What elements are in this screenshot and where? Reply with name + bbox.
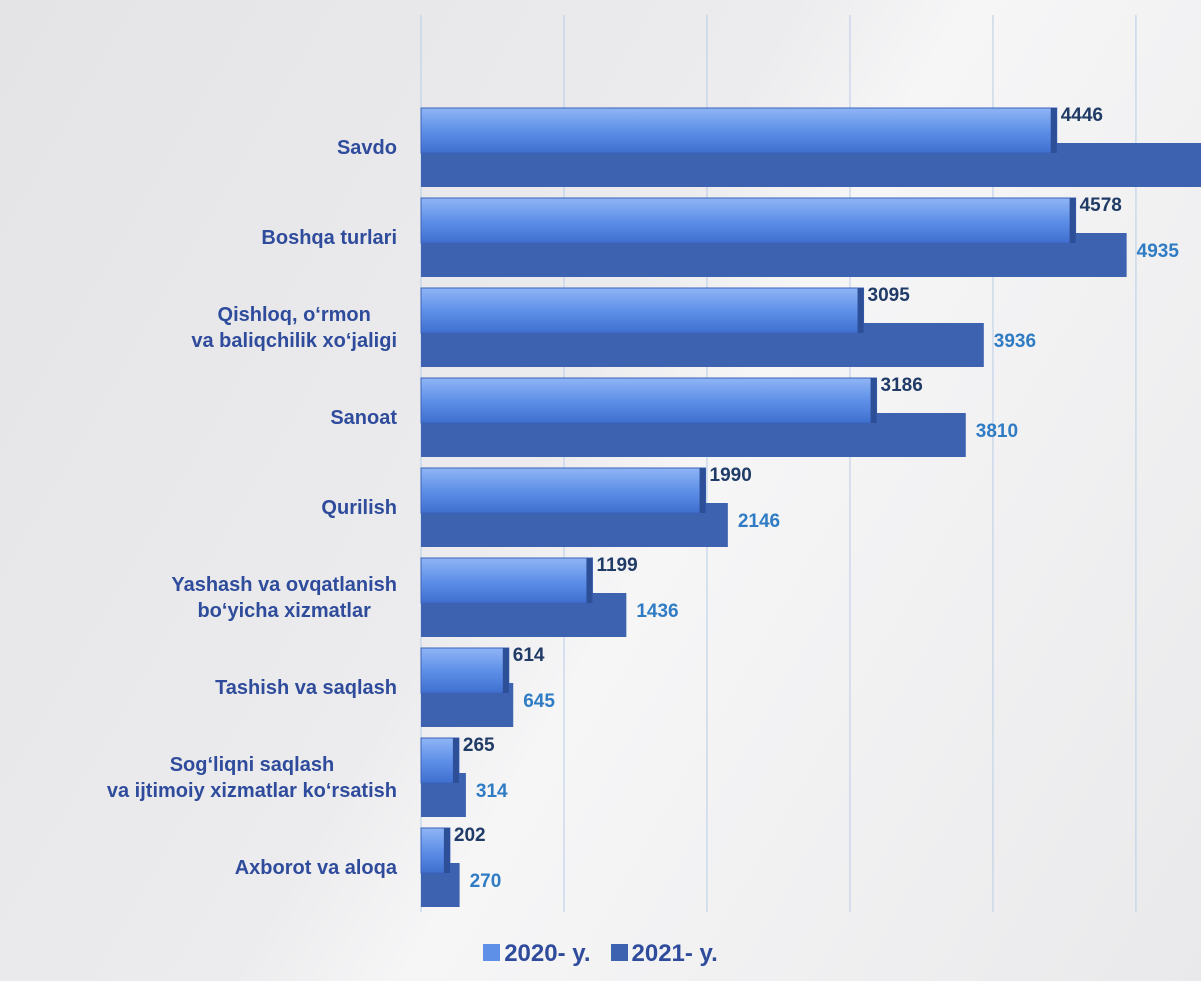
bar-edge [1050, 108, 1057, 153]
value-label: 314 [476, 781, 508, 802]
bar-edge [699, 468, 706, 513]
category-label: Sog‘liqni saqlash va ijtimoiy xizmatlar … [106, 754, 397, 802]
bar [420, 197, 1077, 244]
bar-edge [443, 828, 450, 873]
bar-edge [502, 648, 509, 693]
value-label: 3936 [994, 331, 1036, 352]
value-label: 4578 [1080, 195, 1122, 216]
value-label: 3186 [881, 375, 923, 396]
category-label: Axborot va aloqa [234, 857, 397, 879]
legend-swatch [483, 944, 501, 961]
bar-edge [1069, 198, 1076, 243]
category-label: Qurilish [321, 497, 397, 519]
value-label: 202 [454, 825, 486, 846]
category-label: Savdo [336, 137, 397, 159]
legend-label: 2021- y. [631, 940, 718, 967]
bar-edge [586, 558, 593, 603]
value-label: 645 [523, 691, 555, 712]
bar [420, 287, 865, 334]
bar-edge [452, 738, 459, 783]
legend-swatch [610, 944, 628, 961]
category-label: Qishloq, o‘rmon va baliqchilik xo‘jaligi [191, 304, 397, 352]
value-label: 265 [463, 735, 495, 756]
value-label: 2146 [738, 511, 780, 532]
value-label: 1990 [710, 465, 752, 486]
legend: 2020- y. 2021- y. [0, 940, 1201, 968]
value-label: 3810 [976, 421, 1018, 442]
legend-label: 2020- y. [504, 940, 591, 967]
value-label: 1436 [636, 601, 678, 622]
bar-edge [857, 288, 864, 333]
bar [420, 377, 878, 424]
value-label: 1199 [596, 555, 637, 576]
value-label: 614 [513, 645, 545, 666]
bar [420, 557, 593, 604]
category-label: Boshqa turlari [261, 227, 397, 249]
legend-item: 2020- y. [483, 940, 591, 967]
bar-edge [870, 378, 877, 423]
category-label: Tashish va saqlash [215, 677, 397, 699]
value-label: 4446 [1061, 105, 1103, 126]
bar [420, 647, 510, 694]
legend-item: 2021- y. [610, 940, 718, 967]
value-label: 4935 [1137, 241, 1180, 262]
category-label: Sanoat [330, 407, 397, 429]
bar [420, 467, 707, 514]
value-label: 270 [470, 871, 502, 892]
bar [420, 107, 1058, 154]
value-label: 3095 [868, 285, 911, 306]
category-label: Yashash va ovqatlanish bo‘yicha xizmatla… [171, 574, 397, 622]
